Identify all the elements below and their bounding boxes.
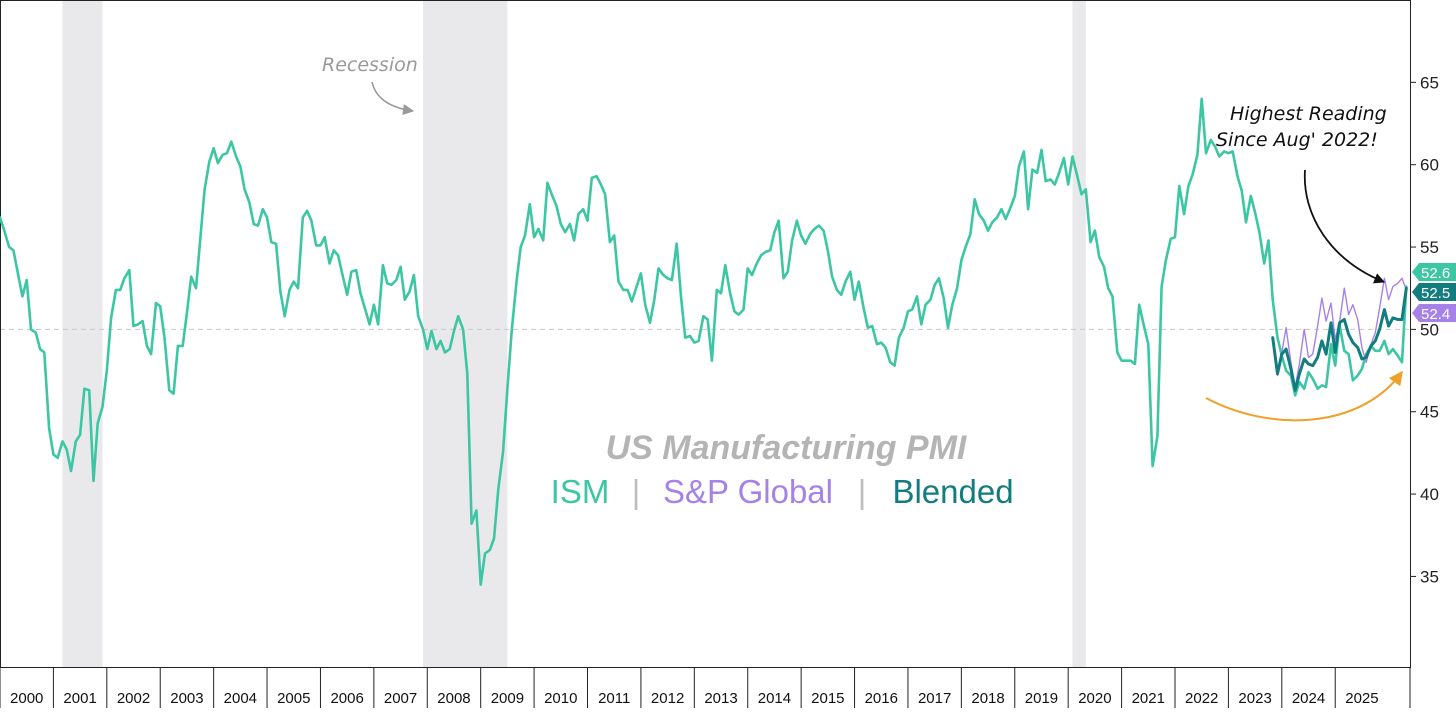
end-label-value: 52.6	[1421, 265, 1450, 282]
recession-band-1	[62, 0, 103, 667]
end-label-tag	[1412, 263, 1456, 281]
highest-reading-line2: Since Aug' 2022!	[1216, 129, 1378, 151]
series-line-blended	[1271, 286, 1408, 392]
y-axis: 35 40 45 50 55 60 65	[1410, 73, 1439, 586]
x-tick-label: 2018	[971, 690, 1004, 707]
x-tick-label: 2022	[1185, 690, 1218, 707]
y-tick-label: 35	[1420, 567, 1439, 586]
plot-frame	[0, 0, 1411, 668]
end-value-labels: 52.6 52.5 52.4	[1412, 263, 1456, 323]
x-tick-label: 2023	[1238, 690, 1271, 707]
x-tick-label: 2014	[758, 690, 791, 707]
end-label-value: 52.5	[1421, 285, 1450, 302]
recession-arrow	[371, 81, 415, 116]
highest-reading-line1: Highest Reading	[1230, 103, 1387, 125]
legend-separator-2: |	[858, 473, 867, 510]
x-tick-label: 2000	[10, 690, 43, 707]
x-tick-label: 2004	[224, 690, 257, 707]
x-tick-label: 2008	[437, 690, 470, 707]
x-tick-label: 2016	[865, 690, 898, 707]
legend-item-ism: ISM	[551, 473, 610, 510]
trend-arrow	[1205, 370, 1403, 422]
recession-band-2	[423, 0, 508, 667]
legend-item-sp-global: S&P Global	[663, 473, 833, 510]
y-tick-label: 55	[1420, 238, 1439, 257]
x-tick-label: 2007	[384, 690, 417, 707]
x-axis: 2000 2001 2002 2003 2004 2005 2006 2007 2008 2009…	[0, 667, 1411, 708]
x-tick-label: 2024	[1292, 690, 1325, 707]
x-tick-label: 2003	[170, 690, 203, 707]
y-tick-label: 60	[1420, 156, 1439, 175]
x-tick-label: 2011	[598, 690, 630, 707]
x-tick-label: 2020	[1078, 690, 1111, 707]
legend: ISM | S&P Global | Blended	[551, 473, 1014, 510]
x-tick-label: 2009	[491, 690, 524, 707]
y-tick-label: 45	[1420, 403, 1439, 422]
x-tick-label: 2017	[918, 690, 951, 707]
x-tick-label: 2005	[277, 690, 310, 707]
end-label-tag	[1412, 283, 1456, 301]
x-tick-label: 2021	[1132, 690, 1165, 707]
highest-reading-arrow	[1303, 169, 1385, 284]
y-tick-label: 65	[1420, 73, 1439, 92]
chart-title: US Manufacturing PMI	[606, 429, 968, 467]
x-tick-label: 2010	[544, 690, 577, 707]
y-tick-label: 50	[1420, 320, 1439, 339]
x-tick-label: 2013	[704, 690, 737, 707]
series-line-ism	[0, 97, 1408, 586]
x-tick-label: 2015	[811, 690, 844, 707]
legend-item-blended: Blended	[892, 473, 1013, 510]
legend-separator-1: |	[632, 473, 641, 510]
x-tick-label: 2019	[1025, 690, 1058, 707]
recession-annotation: Recession	[322, 54, 418, 76]
y-tick-label: 40	[1420, 485, 1439, 504]
recession-shading	[62, 0, 1086, 667]
series-lines	[0, 97, 1408, 586]
x-tick-label: 2002	[117, 690, 150, 707]
end-label-value: 52.4	[1421, 306, 1450, 323]
end-label-tag	[1412, 304, 1456, 322]
x-tick-label: 2001	[63, 690, 96, 707]
x-tick-label: 2006	[330, 690, 363, 707]
x-tick-label: 2025	[1345, 690, 1378, 707]
x-tick-label: 2012	[651, 690, 684, 707]
recession-band-3	[1072, 0, 1086, 667]
